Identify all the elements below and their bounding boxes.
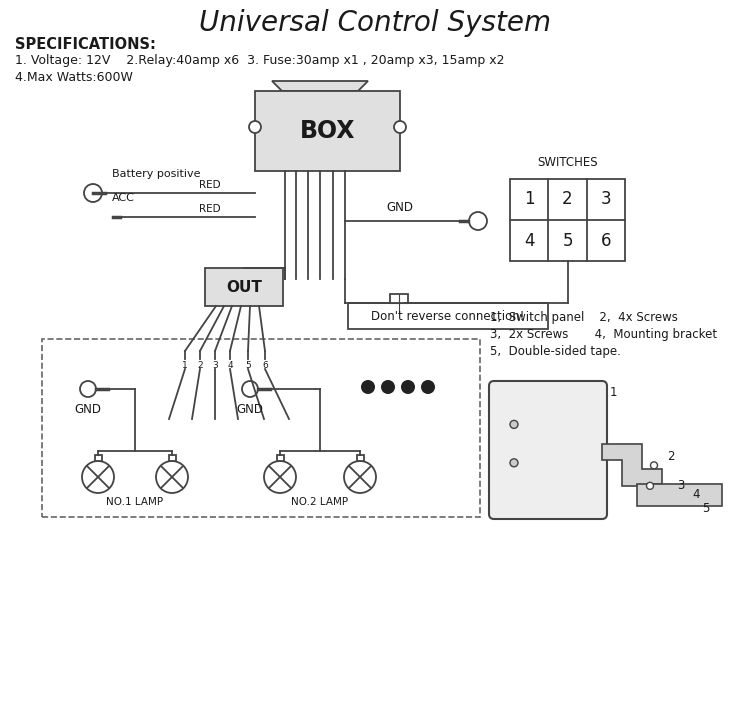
Bar <box>356 455 364 461</box>
Text: 1: 1 <box>610 386 617 399</box>
Polygon shape <box>637 484 722 506</box>
Text: 5: 5 <box>245 361 250 370</box>
Text: GND: GND <box>236 403 263 416</box>
Text: RED: RED <box>200 180 220 190</box>
Text: SWITCHES: SWITCHES <box>537 156 598 169</box>
Text: BOX: BOX <box>300 119 355 143</box>
Text: 2: 2 <box>197 361 202 370</box>
Text: ACC: ACC <box>112 193 135 203</box>
Text: 3: 3 <box>212 361 217 370</box>
Polygon shape <box>272 81 368 91</box>
Text: 4.Max Watts:600W: 4.Max Watts:600W <box>15 71 133 84</box>
Text: 5: 5 <box>702 503 709 515</box>
Bar <box>390 294 408 312</box>
Text: 1: 1 <box>524 191 535 208</box>
Text: 3,  2x Screws       4,  Mounting bracket: 3, 2x Screws 4, Mounting bracket <box>490 328 717 341</box>
Bar <box>205 268 283 306</box>
Text: 1. Voltage: 12V    2.Relay:40amp x6  3. Fuse:30amp x1 , 20amp x3, 15amp x2: 1. Voltage: 12V 2.Relay:40amp x6 3. Fuse… <box>15 54 505 67</box>
Text: NO.1 LAMP: NO.1 LAMP <box>106 497 164 507</box>
Circle shape <box>510 459 518 467</box>
Text: 1: 1 <box>182 361 188 370</box>
Text: 6: 6 <box>601 232 611 250</box>
Circle shape <box>242 381 258 397</box>
Text: NO.2 LAMP: NO.2 LAMP <box>292 497 349 507</box>
Circle shape <box>264 461 296 493</box>
Circle shape <box>401 380 415 394</box>
Text: 4: 4 <box>692 488 700 501</box>
Bar <box>42 339 480 517</box>
Bar <box>348 303 548 329</box>
Circle shape <box>344 461 376 493</box>
Text: 2: 2 <box>667 450 674 463</box>
Circle shape <box>381 380 395 394</box>
Bar <box>277 455 284 461</box>
Circle shape <box>80 381 96 397</box>
Text: Universal Control System: Universal Control System <box>199 9 551 37</box>
Text: 4: 4 <box>227 361 232 370</box>
Text: GND: GND <box>74 403 101 416</box>
Circle shape <box>82 461 114 493</box>
Bar <box>255 91 400 171</box>
Text: 1,  Switch panel    2,  4x Screws: 1, Switch panel 2, 4x Screws <box>490 311 678 324</box>
Circle shape <box>646 482 653 489</box>
Circle shape <box>650 462 658 469</box>
Text: 5,  Double-sided tape.: 5, Double-sided tape. <box>490 345 621 358</box>
Text: 3: 3 <box>601 191 611 208</box>
Bar <box>94 455 101 461</box>
Text: RED: RED <box>200 204 220 214</box>
Circle shape <box>84 184 102 202</box>
Text: 6: 6 <box>262 361 268 370</box>
Bar <box>169 455 176 461</box>
FancyBboxPatch shape <box>489 381 607 519</box>
Circle shape <box>469 212 487 230</box>
Bar <box>510 179 625 261</box>
Circle shape <box>361 380 375 394</box>
Circle shape <box>421 380 435 394</box>
Text: Don't reverse connection!: Don't reverse connection! <box>371 310 525 323</box>
Text: 3: 3 <box>677 479 684 492</box>
Text: 4: 4 <box>524 232 535 250</box>
Circle shape <box>394 121 406 133</box>
Circle shape <box>510 420 518 428</box>
Text: OUT: OUT <box>226 279 262 294</box>
Circle shape <box>156 461 188 493</box>
Polygon shape <box>602 444 662 486</box>
Text: SPECIFICATIONS:: SPECIFICATIONS: <box>15 37 156 52</box>
Text: 2: 2 <box>562 191 573 208</box>
Text: Battery positive: Battery positive <box>112 169 200 179</box>
Circle shape <box>249 121 261 133</box>
Text: 5: 5 <box>562 232 573 250</box>
Text: GND: GND <box>386 201 413 214</box>
